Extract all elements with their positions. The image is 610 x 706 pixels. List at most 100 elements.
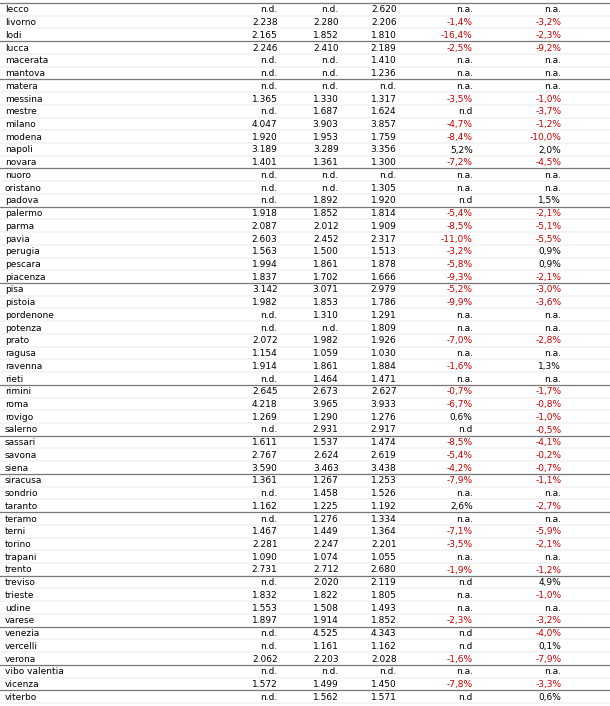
Text: -8,4%: -8,4% bbox=[447, 133, 473, 142]
Text: 4.343: 4.343 bbox=[371, 629, 396, 638]
Text: n.a.: n.a. bbox=[544, 349, 561, 358]
Text: -7,9%: -7,9% bbox=[535, 654, 561, 664]
Text: 2.680: 2.680 bbox=[371, 566, 396, 575]
Text: 1.267: 1.267 bbox=[313, 477, 339, 486]
Text: 2.028: 2.028 bbox=[371, 654, 396, 664]
Text: 2.281: 2.281 bbox=[252, 540, 278, 549]
Bar bbox=[0, 372, 610, 385]
Text: 1.702: 1.702 bbox=[313, 273, 339, 282]
Text: n.a.: n.a. bbox=[544, 184, 561, 193]
Text: 1.809: 1.809 bbox=[371, 323, 396, 333]
Text: 2.119: 2.119 bbox=[371, 578, 396, 587]
Text: n.d.: n.d. bbox=[260, 107, 278, 116]
Text: 1.537: 1.537 bbox=[313, 438, 339, 447]
Text: 3.590: 3.590 bbox=[252, 464, 278, 473]
Text: -8,5%: -8,5% bbox=[447, 222, 473, 231]
Text: 1.364: 1.364 bbox=[371, 527, 396, 537]
Text: n.d.: n.d. bbox=[321, 82, 339, 91]
Text: -7,9%: -7,9% bbox=[447, 477, 473, 486]
Text: n.a.: n.a. bbox=[456, 171, 473, 180]
Text: n.d.: n.d. bbox=[260, 578, 278, 587]
Text: oristano: oristano bbox=[5, 184, 41, 193]
Text: 1.464: 1.464 bbox=[313, 375, 339, 383]
Text: ravenna: ravenna bbox=[5, 362, 42, 371]
Text: 1.161: 1.161 bbox=[313, 642, 339, 651]
Text: n.d.: n.d. bbox=[260, 489, 278, 498]
Text: -3,0%: -3,0% bbox=[535, 285, 561, 294]
Bar bbox=[0, 614, 610, 627]
Text: n.d.: n.d. bbox=[260, 629, 278, 638]
Text: 2.189: 2.189 bbox=[371, 44, 396, 53]
Text: -3,2%: -3,2% bbox=[535, 18, 561, 28]
Text: 2.280: 2.280 bbox=[313, 18, 339, 28]
Text: 1.837: 1.837 bbox=[252, 273, 278, 282]
Text: viterbo: viterbo bbox=[5, 693, 37, 702]
Text: 1.030: 1.030 bbox=[371, 349, 396, 358]
Text: 1.861: 1.861 bbox=[313, 362, 339, 371]
Text: 1.884: 1.884 bbox=[371, 362, 396, 371]
Text: 2.452: 2.452 bbox=[313, 234, 339, 244]
Text: palermo: palermo bbox=[5, 209, 42, 218]
Text: 2.627: 2.627 bbox=[371, 388, 396, 396]
Text: 1.666: 1.666 bbox=[371, 273, 396, 282]
Text: -9,2%: -9,2% bbox=[535, 44, 561, 53]
Bar bbox=[0, 678, 610, 690]
Text: treviso: treviso bbox=[5, 578, 36, 587]
Text: n.a.: n.a. bbox=[456, 184, 473, 193]
Text: -3,5%: -3,5% bbox=[447, 95, 473, 104]
Text: trento: trento bbox=[5, 566, 32, 575]
Text: lucca: lucca bbox=[5, 44, 29, 53]
Text: -2,1%: -2,1% bbox=[535, 209, 561, 218]
Text: 1.953: 1.953 bbox=[313, 133, 339, 142]
Bar bbox=[0, 665, 610, 678]
Text: 1.909: 1.909 bbox=[371, 222, 396, 231]
Bar bbox=[0, 512, 610, 525]
Text: -1,1%: -1,1% bbox=[535, 477, 561, 486]
Text: -11,0%: -11,0% bbox=[441, 234, 473, 244]
Text: siracusa: siracusa bbox=[5, 477, 42, 486]
Text: n.d.: n.d. bbox=[379, 667, 397, 676]
Bar bbox=[0, 627, 610, 640]
Text: 1.310: 1.310 bbox=[313, 311, 339, 320]
Text: -5,1%: -5,1% bbox=[535, 222, 561, 231]
Text: 1.055: 1.055 bbox=[371, 553, 396, 562]
Bar bbox=[0, 347, 610, 359]
Text: 5,2%: 5,2% bbox=[450, 145, 473, 155]
Text: 1.361: 1.361 bbox=[252, 477, 278, 486]
Text: 4.525: 4.525 bbox=[313, 629, 339, 638]
Text: pescara: pescara bbox=[5, 260, 41, 269]
Text: 4,9%: 4,9% bbox=[539, 578, 561, 587]
Text: -2,3%: -2,3% bbox=[447, 616, 473, 626]
Text: n.d.: n.d. bbox=[260, 196, 278, 205]
Text: savona: savona bbox=[5, 451, 37, 460]
Text: terni: terni bbox=[5, 527, 26, 537]
Text: pavia: pavia bbox=[5, 234, 30, 244]
Text: 3.356: 3.356 bbox=[371, 145, 396, 155]
Text: 3.903: 3.903 bbox=[313, 120, 339, 129]
Text: 1.526: 1.526 bbox=[371, 489, 396, 498]
Text: -1,7%: -1,7% bbox=[535, 388, 561, 396]
Text: 4.047: 4.047 bbox=[252, 120, 278, 129]
Text: n.d.: n.d. bbox=[321, 6, 339, 15]
Text: n.d.: n.d. bbox=[260, 642, 278, 651]
Text: 1.852: 1.852 bbox=[313, 209, 339, 218]
Text: 2.246: 2.246 bbox=[252, 44, 278, 53]
Text: n.a.: n.a. bbox=[456, 553, 473, 562]
Text: sondrio: sondrio bbox=[5, 489, 38, 498]
Text: 2.767: 2.767 bbox=[252, 451, 278, 460]
Text: -10,0%: -10,0% bbox=[529, 133, 561, 142]
Text: n.d.: n.d. bbox=[260, 6, 278, 15]
Bar bbox=[0, 245, 610, 258]
Text: pordenone: pordenone bbox=[5, 311, 54, 320]
Bar bbox=[0, 296, 610, 309]
Text: -7,2%: -7,2% bbox=[447, 158, 473, 167]
Text: -7,1%: -7,1% bbox=[447, 527, 473, 537]
Text: n.d.: n.d. bbox=[260, 426, 278, 434]
Text: 3.965: 3.965 bbox=[313, 400, 339, 409]
Bar bbox=[0, 194, 610, 207]
Text: 1.982: 1.982 bbox=[313, 337, 339, 345]
Text: n.d: n.d bbox=[458, 196, 473, 205]
Text: -1,0%: -1,0% bbox=[535, 95, 561, 104]
Text: 1.786: 1.786 bbox=[371, 298, 396, 307]
Text: -0,5%: -0,5% bbox=[535, 426, 561, 434]
